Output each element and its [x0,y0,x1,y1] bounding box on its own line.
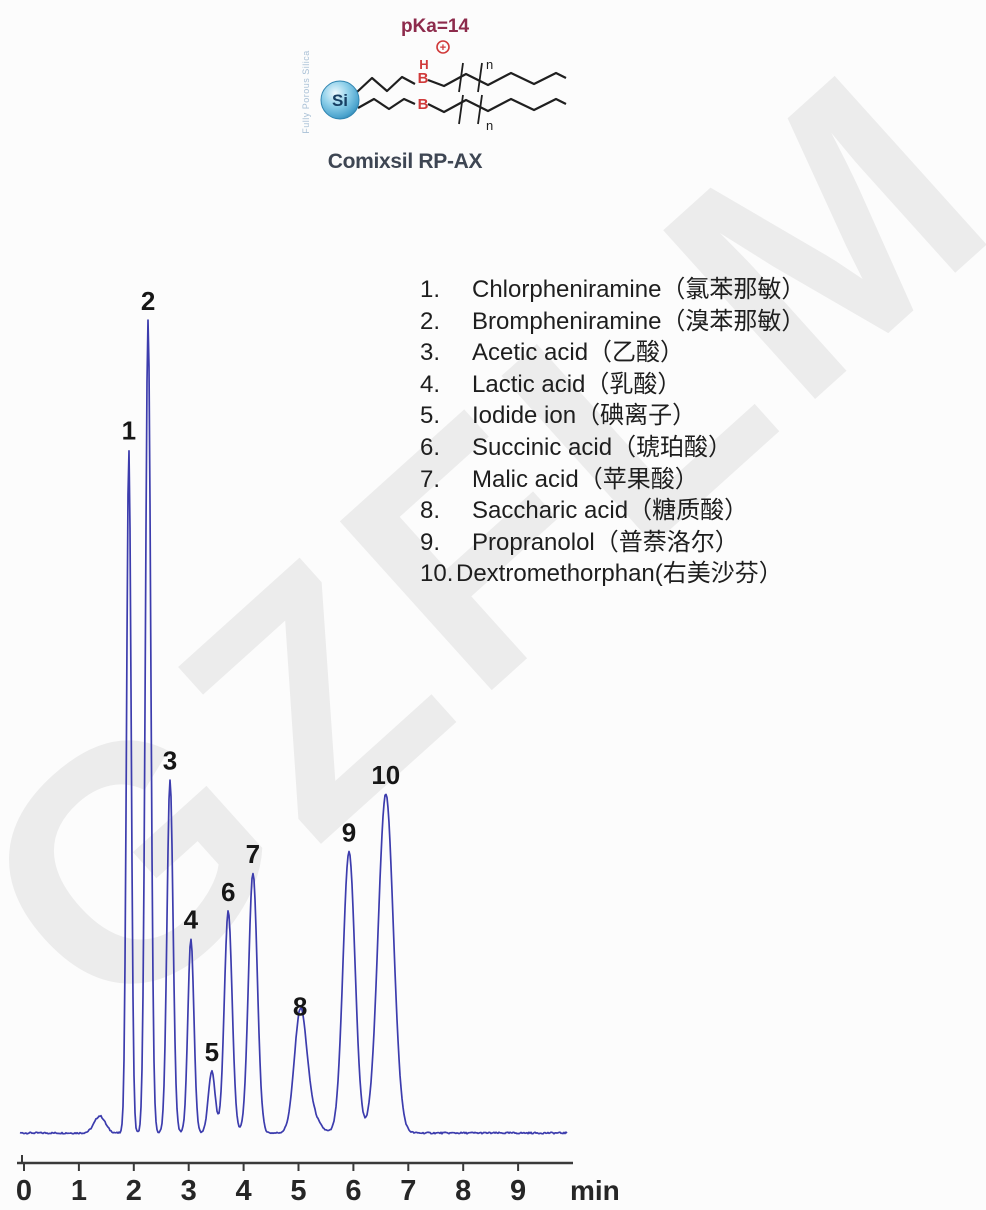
peak-label-7: 7 [246,839,260,869]
peak-legend: 1. Chlorpheniramine（氯苯那敏） 2. Brompheniramin… [420,269,806,588]
peak-label-6: 6 [221,877,235,907]
axis-tick-label-0: 0 [16,1175,32,1207]
axis-tick-label-2: 2 [126,1175,142,1207]
column-name: Comixsil RP-AX [328,150,483,173]
legend-item-9: 9. Propranolol（普萘洛尔） [420,522,805,556]
axis-tick-label-1: 1 [71,1175,87,1207]
legend-item-label: Propranolol（普萘洛尔） [472,528,739,556]
amine-top-label: B [418,70,429,87]
stationary-phase-structure: pKa=14 + H B B n n Si Fully Porous Silic… [301,16,567,173]
peak-label-3: 3 [163,745,177,775]
legend-item-number: 5. [420,402,441,430]
silica-sphere-label: Si [332,91,348,110]
proton-label: H [419,57,428,72]
alkyl-chain-bottom-right [427,97,567,114]
axis-tick-label-8: 8 [455,1175,471,1207]
legend-item-number: 10. [420,560,454,588]
alkyl-chain-top-left [356,75,416,93]
legend-item-label: Malic acid（苹果酸） [472,465,699,493]
legend-item-label: Saccharic acid（糖质酸） [472,497,749,525]
peak-label-1: 1 [122,415,136,445]
peak-label-8: 8 [293,992,307,1022]
peak-label-9: 9 [342,818,356,848]
time-axis: min [17,1155,620,1206]
legend-item-1: 1. Chlorpheniramine（氯苯那敏） [420,269,806,303]
silica-caption: Fully Porous Silica [301,50,311,134]
legend-item-number: 9. [420,528,441,556]
positive-charge-symbol: + [440,42,446,54]
legend-item-6: 6. Succinic acid（琥珀酸） [420,427,805,461]
peak-label-10: 10 [371,760,400,790]
legend-item-label: Chlorpheniramine（氯苯那敏） [472,276,806,303]
silica-sphere [320,80,360,120]
pka-label: pKa=14 [401,16,470,37]
axis-tick-label-5: 5 [290,1175,306,1207]
peak-label-2: 2 [141,286,155,316]
legend-item-label: Lactic acid（乳酸） [472,370,682,398]
legend-item-5: 5. Iodide ion（碘离子） [420,395,805,430]
axis-tick-label-9: 9 [510,1175,526,1207]
legend-item-3: 3. Acetic acid（乙酸） [420,332,805,367]
repeat-bracket-top [458,62,483,93]
time-axis-unit: min [570,1175,620,1206]
repeat-label-top: n [486,57,493,72]
legend-item-number: 7. [420,465,441,493]
legend-item-2: 2. Brompheniramine（溴苯那敏） [420,301,806,335]
legend-item-8: 8. Saccharic acid（糖质酸） [420,490,805,525]
axis-tick-label-4: 4 [236,1175,252,1207]
alkyl-chain-bottom-left [357,97,416,111]
positive-charge-icon [436,40,450,54]
legend-item-10: 10. Dextromethorphan(右美沙芬） [420,553,805,588]
legend-item-label: Succinic acid（琥珀酸） [472,433,733,461]
legend-item-label: Dextromethorphan(右美沙芬） [456,560,783,588]
alkyl-chain-top-right [427,71,567,88]
axis-tick-label-7: 7 [400,1175,416,1207]
amine-bottom-label: B [418,96,429,113]
legend-item-label: Brompheniramine（溴苯那敏） [472,307,806,335]
legend-item-number: 8. [420,497,441,525]
legend-item-label: Acetic acid（乙酸） [472,339,685,367]
peak-label-5: 5 [205,1037,219,1067]
legend-item-4: 4. Lactic acid（乳酸） [420,364,805,398]
axis-tick-label-6: 6 [345,1175,361,1207]
legend-item-number: 3. [420,339,441,367]
legend-item-number: 2. [420,307,441,335]
repeat-label-bottom: n [486,118,493,133]
legend-item-7: 7. Malic acid（苹果酸） [420,459,805,493]
chromatogram-trace [19,319,568,1135]
legend-item-label: Iodide ion（碘离子） [472,402,697,430]
peak-label-4: 4 [184,905,199,935]
repeat-bracket-bottom [458,94,483,125]
legend-item-number: 6. [420,433,441,461]
legend-item-number: 1. [420,276,441,303]
legend-item-number: 4. [420,370,441,398]
axis-tick-label-3: 3 [181,1175,197,1207]
